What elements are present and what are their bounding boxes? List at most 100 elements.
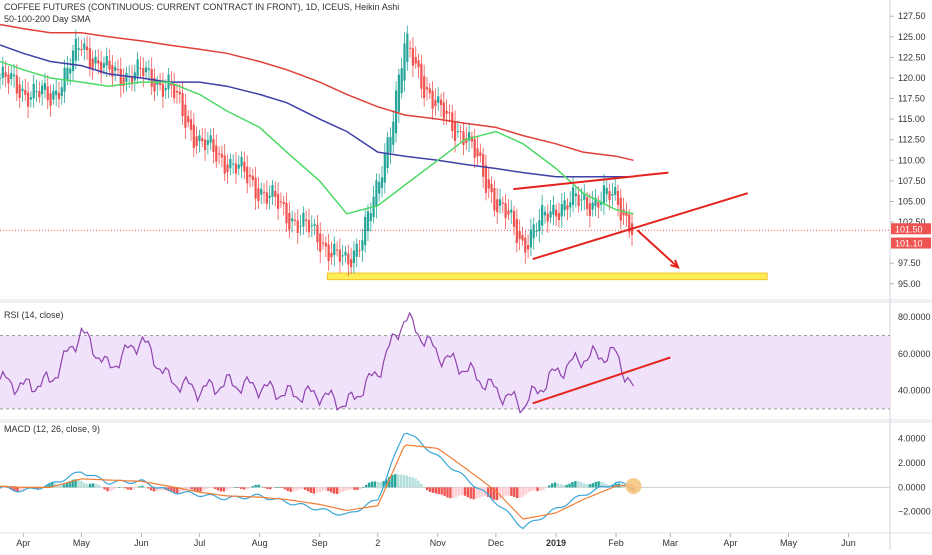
macd-histogram-bar	[13, 487, 16, 492]
candle-body	[114, 66, 117, 71]
candle-body	[299, 225, 302, 227]
candle-body	[352, 250, 356, 264]
candle-body	[459, 131, 462, 133]
sma100-line	[0, 44, 634, 178]
candle-body	[543, 211, 547, 216]
macd-histogram-bar	[109, 487, 112, 492]
candle-body	[285, 202, 288, 224]
candle-body	[240, 156, 243, 167]
macd-histogram-bar	[94, 483, 98, 488]
candle-body	[262, 191, 266, 193]
candle-body	[94, 56, 97, 64]
candle-body	[378, 181, 381, 194]
indicator-label: 50-100-200 Day SMA	[4, 14, 91, 24]
macd-histogram-bar	[527, 487, 531, 493]
candle-body	[341, 255, 344, 257]
candle-body	[389, 136, 392, 153]
candle-body	[7, 74, 10, 84]
macd-tick-label: −2.0000	[898, 507, 931, 517]
candle-body	[526, 245, 530, 250]
macd-histogram-bar	[277, 486, 281, 488]
macd-histogram-bar	[242, 487, 246, 490]
candle-body	[226, 164, 229, 173]
macd-histogram-bar	[524, 487, 528, 495]
candle-body	[218, 153, 221, 155]
macd-histogram-bar	[542, 487, 545, 491]
x-tick-label: Aug	[252, 538, 268, 548]
macd-histogram-bar	[364, 484, 368, 488]
macd-histogram-bar	[80, 480, 83, 488]
candle-body	[232, 163, 235, 165]
candle-body	[333, 243, 336, 256]
macd-histogram-bar	[388, 476, 391, 488]
macd-histogram-bar	[449, 487, 452, 499]
x-tick-label: Jun	[134, 538, 149, 548]
macd-histogram-bar	[606, 484, 609, 488]
macd-histogram-bar	[222, 487, 225, 492]
macd-histogram-bar	[504, 487, 507, 496]
macd-histogram-bar	[269, 487, 272, 490]
candle-body	[201, 138, 204, 142]
candle-body	[569, 202, 572, 208]
macd-histogram-bar	[475, 487, 478, 499]
candle-body	[108, 60, 111, 70]
macd-histogram-bar	[332, 487, 336, 494]
rsi-line	[0, 311, 635, 414]
macd-histogram-bar	[132, 487, 135, 490]
macd-histogram-bar	[274, 487, 278, 488]
macd-histogram-bar	[396, 474, 400, 488]
x-tick-label: Dec	[488, 538, 505, 548]
candle-body	[29, 97, 32, 100]
candle-body	[246, 166, 249, 184]
macd-histogram-bar	[120, 487, 124, 488]
candle-body	[195, 136, 198, 146]
macd-histogram-bar	[138, 486, 141, 488]
candle-body	[41, 85, 44, 95]
macd-histogram-bar	[315, 487, 318, 494]
candle-body	[380, 177, 384, 188]
candle-body	[546, 213, 549, 222]
candle-body	[616, 190, 620, 205]
candle-body	[442, 102, 445, 119]
last-price-tag	[891, 237, 931, 249]
price-tick-label: 95.00	[898, 279, 921, 289]
macd-histogram-bar	[205, 487, 208, 490]
macd-histogram-bar	[301, 487, 304, 490]
candle-body	[588, 203, 591, 217]
macd-title: MACD (12, 26, close, 9)	[4, 424, 101, 434]
rsi-band	[0, 335, 890, 409]
candle-body	[203, 139, 207, 151]
candle-body	[330, 252, 333, 258]
rsi-trendline	[532, 356, 671, 405]
candle-body	[223, 155, 226, 174]
macd-histogram-bar	[231, 487, 234, 488]
candle-body	[347, 253, 350, 265]
macd-histogram-bar	[521, 487, 525, 497]
macd-histogram-bar	[210, 487, 214, 489]
macd-histogram-bar	[466, 487, 470, 498]
macd-histogram-bar	[370, 481, 374, 488]
macd-histogram-bar	[414, 478, 417, 488]
candle-body	[470, 136, 474, 142]
macd-histogram-bar	[213, 487, 217, 489]
macd-histogram-bar	[582, 483, 586, 488]
candle-body	[409, 47, 412, 49]
macd-histogram-bar	[260, 485, 263, 488]
macd-histogram-bar	[344, 487, 347, 491]
candle-body	[248, 174, 252, 177]
price-tick-label: 112.50	[898, 135, 925, 145]
candle-body	[125, 72, 128, 82]
macd-histogram-bar	[237, 487, 240, 488]
candle-body	[364, 216, 367, 246]
candle-body	[557, 213, 561, 220]
candle-body	[521, 234, 524, 241]
macd-histogram-bar	[446, 487, 449, 498]
candle-body	[257, 188, 260, 202]
candle-body	[80, 49, 83, 51]
candle-body	[215, 145, 218, 162]
candle-body	[614, 187, 617, 195]
candle-body	[541, 204, 544, 226]
macd-histogram-bar	[155, 487, 159, 492]
price-tick-label: 125.00	[898, 32, 926, 42]
